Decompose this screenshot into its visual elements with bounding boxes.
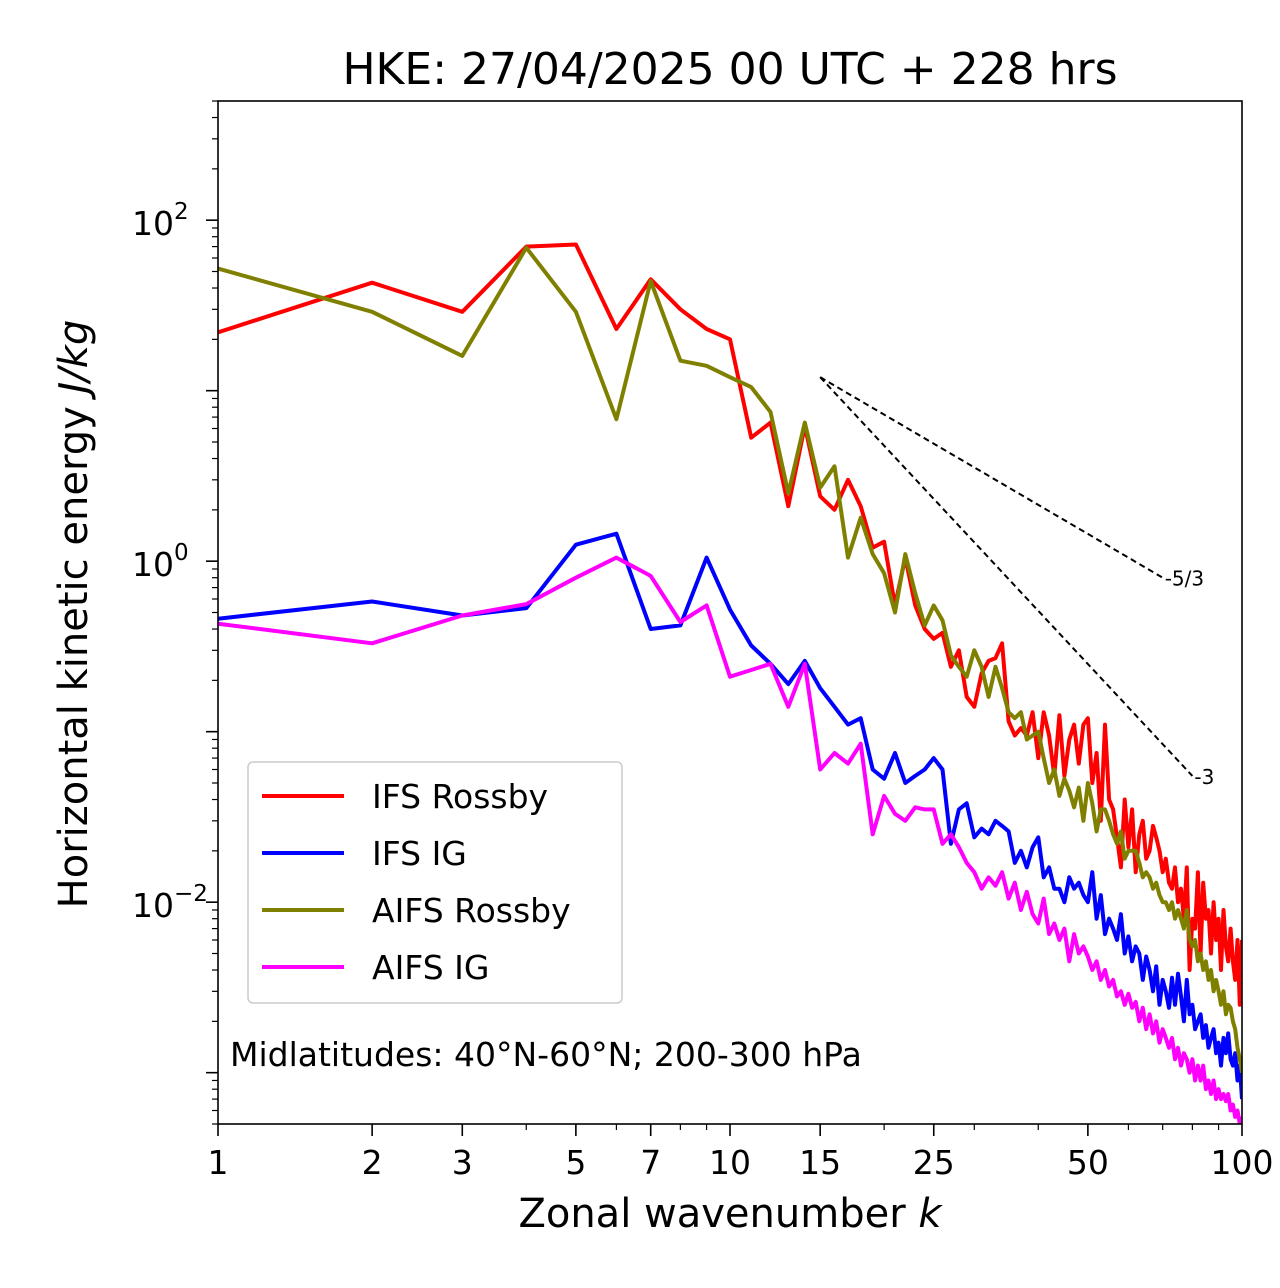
legend-label-ifs-rossby: IFS Rossby [372,777,548,816]
x-tick-label: 15 [799,1143,841,1182]
legend-items: IFS Rossby IFS IG AIFS Rossby AIFS IG [262,777,571,987]
series-line-aifs-rossby [218,245,1242,1074]
series-line-ifs-rossby [218,242,1242,1007]
x-tick-label: 7 [640,1143,661,1182]
y-tick-label: 102 [132,199,189,243]
x-tick-label: 2 [362,1143,383,1182]
x-axis-label: Zonal wavenumber k [518,1191,943,1237]
y-tick-label: 10−2 [132,881,208,925]
y-axis-label-text: Horizontal kinetic energy [51,394,97,909]
x-axis-label-var: k [918,1191,943,1237]
legend: IFS Rossby IFS IG AIFS Rossby AIFS IG [247,761,623,1004]
reference-line-1 [819,376,1164,579]
legend-box [247,761,623,1004]
y-tick-label: 100 [132,540,189,584]
x-tick-label: 5 [565,1143,586,1182]
series-line-aifs-ig [218,555,1242,1124]
series-layer [218,242,1242,1124]
legend-label-aifs-ig: AIFS IG [372,948,489,987]
legend-label-ifs-ig: IFS IG [372,834,467,873]
x-tick-label: 25 [913,1143,955,1182]
y-axis-label-var: J/kg [51,320,97,401]
reference-line-label-2: -3 [1194,765,1214,789]
reference-line-label-1: -5/3 [1165,567,1204,591]
x-tick-label: 3 [452,1143,473,1182]
reference-line-2 [819,376,1194,777]
series-line-ifs-ig [218,531,1242,1100]
x-tick-label: 1 [208,1143,229,1182]
x-tick-label: 50 [1067,1143,1109,1182]
chart-title: HKE: 27/04/2025 00 UTC + 228 hrs [342,44,1117,95]
x-axis-label-text: Zonal wavenumber [518,1191,918,1237]
x-tick-label: 100 [1211,1143,1274,1182]
y-axis-label: Horizontal kinetic energy J/kg [51,320,97,909]
legend-label-aifs-rossby: AIFS Rossby [372,891,571,930]
reference-lines: -5/3 -3 [819,376,1214,789]
annotation: Midlatitudes: 40°N-60°N; 200-300 hPa [230,1035,862,1074]
y-axis-ticks: 102 100 10−2 [132,100,218,1125]
x-axis-ticks: 1 2 3 5 7 10 15 25 50 100 [208,1124,1274,1182]
x-tick-label: 10 [709,1143,751,1182]
